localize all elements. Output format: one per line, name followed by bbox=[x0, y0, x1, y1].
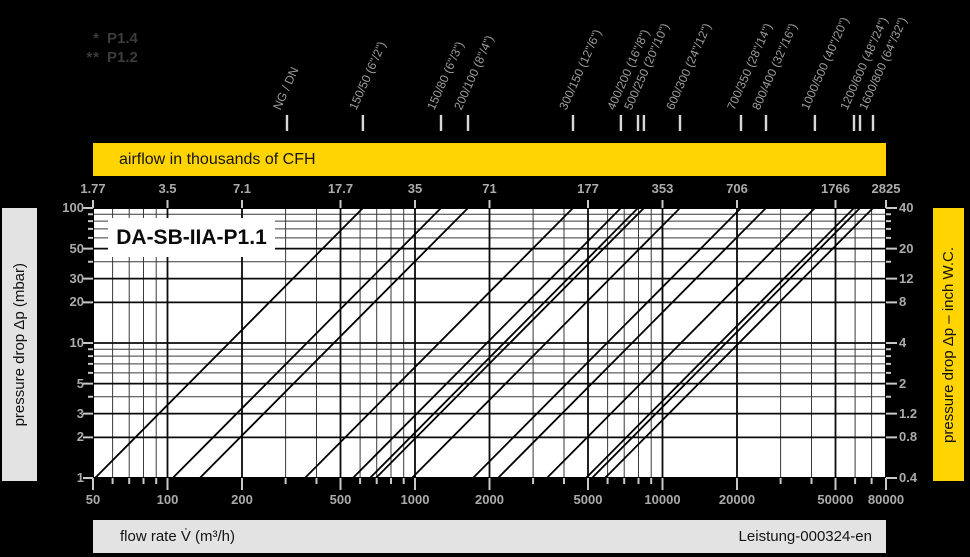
x-tick-label-3: 500 bbox=[329, 492, 352, 507]
y-right-tick-label-4: 4 bbox=[899, 335, 907, 350]
cfh-tick-label-3: 17.7 bbox=[327, 181, 354, 196]
x-tick-label-8: 20000 bbox=[718, 492, 756, 507]
y-left-tick-label-5: 5 bbox=[76, 375, 84, 391]
left-axis-title-bar: pressure drop Δp (mbar) bbox=[2, 208, 37, 481]
y-right-tick-label-1: 20 bbox=[899, 240, 914, 256]
y-right-tick-label-7: 0.8 bbox=[899, 429, 918, 445]
y-left-tick-label-3: 20 bbox=[69, 294, 84, 310]
bottom-axis-bar: flow rate V̇ (m³/h) Leistung-000324-en bbox=[93, 520, 886, 553]
airflow-cfh-bar: airflow in thousands of CFH bbox=[93, 143, 886, 176]
y-right-tick-label-6: 1.2 bbox=[899, 405, 918, 421]
y-left-tick-label-6: 3 bbox=[76, 405, 84, 421]
cfh-tick-label-1: 3.5 bbox=[158, 181, 177, 196]
x-tick-label-2: 200 bbox=[231, 492, 253, 507]
cfh-tick-label-4: 35 bbox=[407, 181, 423, 196]
y-left-tick-label-2: 30 bbox=[69, 270, 84, 286]
legend-row-p14: * P1.4 bbox=[70, 29, 138, 48]
cfh-tick-label-7: 353 bbox=[651, 181, 674, 196]
x-axis-title: flow rate V̇ (m³/h) bbox=[120, 528, 236, 545]
size-axis-ticks bbox=[285, 115, 875, 131]
legend-marker-single-star: * bbox=[93, 30, 100, 47]
y-left-tick-label-8: 1 bbox=[76, 470, 84, 485]
y-right-tick-label-8: 0.4 bbox=[899, 470, 918, 485]
cfh-tick-label-6: 177 bbox=[577, 181, 599, 196]
y-left-tick-label-0: 100 bbox=[62, 200, 84, 215]
cfh-tick-label-10: 2825 bbox=[871, 181, 901, 196]
right-axis-title: pressure drop Δp – inch W.C. bbox=[940, 246, 957, 443]
pressure-rating-legend: * P1.4 ** P1.2 bbox=[70, 29, 138, 67]
y-right-tick-label-0: 40 bbox=[899, 200, 914, 215]
legend-row-p12: ** P1.2 bbox=[70, 48, 138, 67]
x-tick-label-6: 5000 bbox=[573, 492, 603, 507]
cfh-tick-label-2: 7.1 bbox=[232, 181, 252, 196]
right-axis-title-bar: pressure drop Δp – inch W.C. bbox=[933, 208, 964, 481]
y-right-tick-label-5: 2 bbox=[899, 375, 907, 391]
cfh-tick-label-5: 71 bbox=[482, 181, 497, 196]
x-tick-label-1: 100 bbox=[156, 492, 179, 507]
x-tick-label-4: 1000 bbox=[400, 492, 430, 507]
legend-label-p12: P1.2 bbox=[107, 49, 138, 66]
left-axis-title: pressure drop Δp (mbar) bbox=[11, 262, 28, 427]
airflow-cfh-bar-label: airflow in thousands of CFH bbox=[119, 150, 316, 168]
chart-title-box: DA-SB-IIA-P1.1 bbox=[108, 218, 275, 257]
y-left-tick-label-1: 50 bbox=[69, 240, 84, 256]
x-tick-label-0: 50 bbox=[85, 492, 101, 507]
y-left-tick-label-7: 2 bbox=[76, 429, 84, 445]
cfh-tick-label-0: 1.77 bbox=[80, 181, 106, 196]
y-right-tick-label-3: 8 bbox=[899, 294, 907, 310]
axis-tick-marks bbox=[83, 200, 897, 490]
x-tick-label-5: 2000 bbox=[475, 492, 504, 507]
legend-marker-double-star: ** bbox=[86, 49, 100, 66]
cfh-tick-label-8: 706 bbox=[726, 181, 748, 196]
legend-label-p14: P1.4 bbox=[107, 30, 138, 47]
y-left-tick-label-4: 10 bbox=[69, 335, 84, 350]
x-tick-label-9: 50000 bbox=[817, 492, 854, 507]
x-tick-label-10: 80000 bbox=[867, 492, 905, 507]
size-curves bbox=[94, 207, 874, 479]
x-tick-label-7: 10000 bbox=[644, 492, 681, 507]
cfh-tick-label-9: 1766 bbox=[821, 181, 850, 196]
document-number: Leistung-000324-en bbox=[738, 528, 872, 545]
chart-title: DA-SB-IIA-P1.1 bbox=[116, 225, 267, 249]
y-right-tick-label-2: 12 bbox=[899, 270, 914, 286]
